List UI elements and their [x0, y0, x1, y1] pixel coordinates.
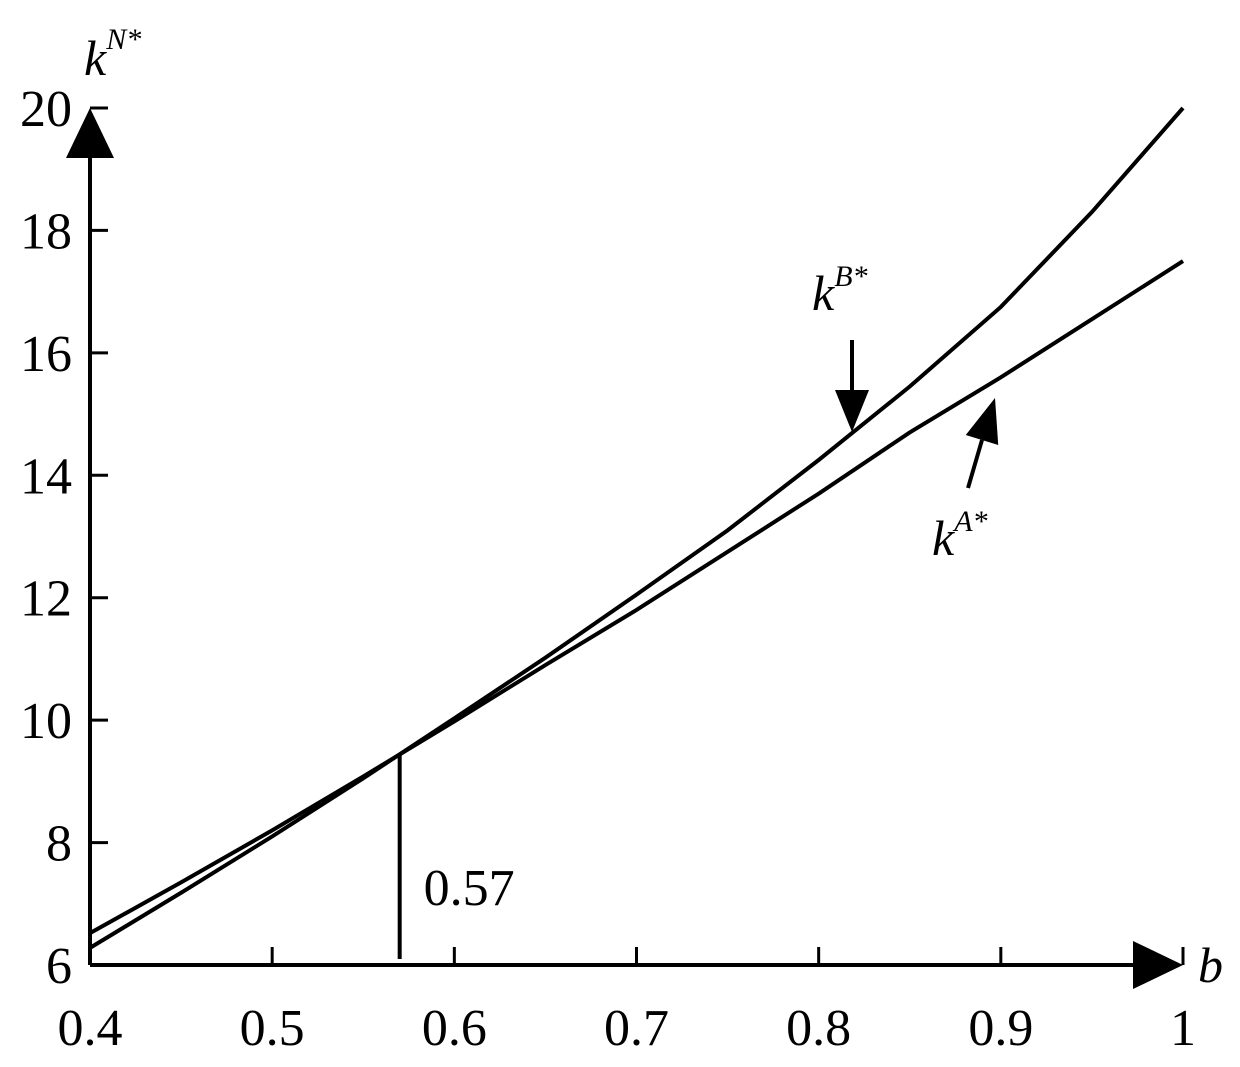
x-axis-arrow	[1133, 941, 1183, 989]
line-series	[89, 259, 1185, 935]
label-arrowhead	[835, 390, 869, 432]
x-tick-label: 0.5	[240, 1000, 305, 1057]
y-tick-label: 10	[20, 693, 72, 750]
series-label: kB*	[812, 260, 868, 321]
label-arrowhead	[965, 398, 999, 446]
line-series	[88, 106, 1185, 950]
y-axis-label-sup: N*	[105, 23, 141, 56]
x-tick-label: 0.4	[58, 1000, 123, 1057]
y-axis-arrow	[66, 108, 114, 158]
y-tick-label: 18	[20, 203, 72, 260]
label-arrow	[966, 439, 984, 489]
series-label-base: k	[812, 265, 835, 321]
x-tick-label: 0.8	[786, 1000, 851, 1057]
series-label-base: k	[932, 510, 955, 566]
y-tick-label: 12	[20, 571, 72, 628]
x-tick-label: 0.9	[968, 1000, 1033, 1057]
x-axis-label: b	[1198, 937, 1223, 993]
y-tick-label: 14	[20, 448, 72, 505]
series-label-sup: B*	[834, 260, 867, 293]
y-tick-label: 6	[46, 938, 72, 995]
y-tick-label: 8	[46, 816, 72, 873]
series-label: kA*	[932, 505, 988, 566]
series-label-sup: A*	[952, 505, 987, 538]
y-tick-label: 16	[20, 326, 72, 383]
y-tick-label: 20	[20, 81, 72, 138]
annotation-label: 0.57	[424, 860, 515, 917]
x-tick-label: 1	[1170, 1000, 1196, 1057]
x-tick-label: 0.7	[604, 1000, 669, 1057]
y-axis-label-base: k	[84, 30, 107, 86]
x-tick-label: 0.6	[422, 1000, 487, 1057]
y-axis-label: kN*	[84, 23, 141, 86]
